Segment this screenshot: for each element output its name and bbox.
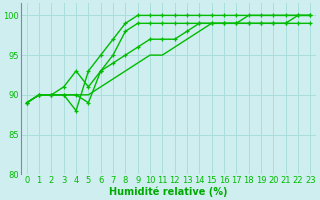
X-axis label: Humidité relative (%): Humidité relative (%) (109, 186, 228, 197)
